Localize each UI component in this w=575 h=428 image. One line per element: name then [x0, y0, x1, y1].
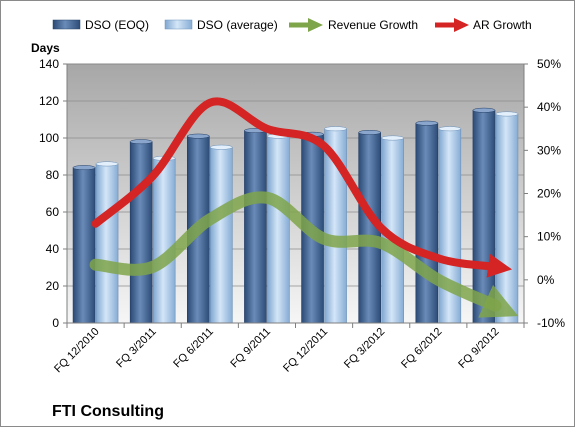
x-tick-label: FQ 3/2012 — [342, 326, 387, 371]
y-axis-title: Days — [31, 41, 60, 55]
legend-label-dso-average: DSO (average) — [197, 18, 278, 32]
y2-tick-label: 50% — [537, 57, 561, 71]
line-ar-growth — [91, 97, 513, 278]
bar-dso-average — [95, 163, 119, 324]
legend-arrow-ar-growth — [435, 18, 469, 32]
bar-dso-eoq — [415, 122, 439, 324]
chart-legend: DSO (EOQ) DSO (average) Revenue Growth A… — [52, 18, 532, 32]
bar-dso-eoq — [244, 130, 267, 324]
x-tick-label: FQ 12/2010 — [52, 326, 102, 376]
x-tick-label: FQ 9/2012 — [456, 326, 501, 371]
bar-cap — [495, 111, 519, 117]
legend-swatch-dso-average — [164, 19, 193, 30]
x-tick-label: FQ 9/2011 — [228, 326, 273, 371]
y2-tick-label: 0% — [537, 273, 555, 287]
bar-dso-average — [152, 158, 176, 324]
growth-lines — [89, 97, 519, 318]
bar-dso-average — [495, 113, 519, 324]
bar-cap — [438, 126, 462, 132]
y2-axis-ticks: -10% 0% 10% 20% 30% 40% 50% — [524, 57, 565, 330]
bar-cap — [415, 120, 439, 126]
y-tick-label: 0 — [52, 316, 59, 330]
x-tick-label: FQ 12/2011 — [281, 326, 330, 375]
bar-cap — [72, 165, 96, 171]
bar-dso-eoq — [129, 141, 153, 324]
chart-title: FTI Consulting — [52, 403, 164, 420]
bar-dso-average — [210, 146, 233, 324]
y-tick-label: 120 — [39, 94, 59, 108]
bar-cap — [324, 126, 347, 132]
bar-cap — [381, 135, 404, 141]
bar-cap — [95, 161, 119, 167]
y-tick-label: 40 — [46, 242, 60, 256]
x-tick-label: FQ 6/2012 — [399, 326, 444, 371]
y-tick-label: 20 — [46, 279, 60, 293]
y-tick-label: 100 — [39, 131, 59, 145]
bar-cap — [358, 130, 381, 135]
bar-cap — [472, 107, 496, 113]
x-tick-label: FQ 6/2011 — [171, 326, 216, 371]
bar-dso-average — [267, 135, 290, 324]
y2-tick-label: 40% — [537, 100, 561, 114]
line-revenue-growth — [89, 191, 519, 318]
y2-tick-label: 30% — [537, 143, 561, 157]
y2-tick-label: -10% — [537, 316, 565, 330]
legend-arrow-revenue-growth — [289, 18, 323, 32]
y-tick-label: 140 — [39, 57, 59, 71]
legend-label-dso-eoq: DSO (EOQ) — [85, 18, 149, 32]
legend-label-ar-growth: AR Growth — [473, 18, 532, 32]
y-axis-ticks: 0 20 40 60 80 100 120 140 — [39, 57, 67, 330]
bar-dso-eoq — [72, 167, 96, 324]
x-axis-ticks: FQ 12/2010 FQ 3/2011 FQ 6/2011 FQ 9/2011 FQ … — [52, 323, 525, 376]
y-tick-label: 60 — [46, 205, 60, 219]
y-tick-label: 80 — [46, 168, 60, 182]
bar-cap — [129, 139, 153, 145]
y2-tick-label: 10% — [537, 230, 561, 244]
x-tick-label: FQ 3/2011 — [114, 326, 159, 371]
bar-cap — [187, 133, 210, 139]
legend-swatch-dso-eoq — [52, 19, 81, 30]
bar-cap — [210, 144, 233, 150]
legend-label-revenue-growth: Revenue Growth — [328, 18, 418, 32]
y2-tick-label: 20% — [537, 187, 561, 201]
